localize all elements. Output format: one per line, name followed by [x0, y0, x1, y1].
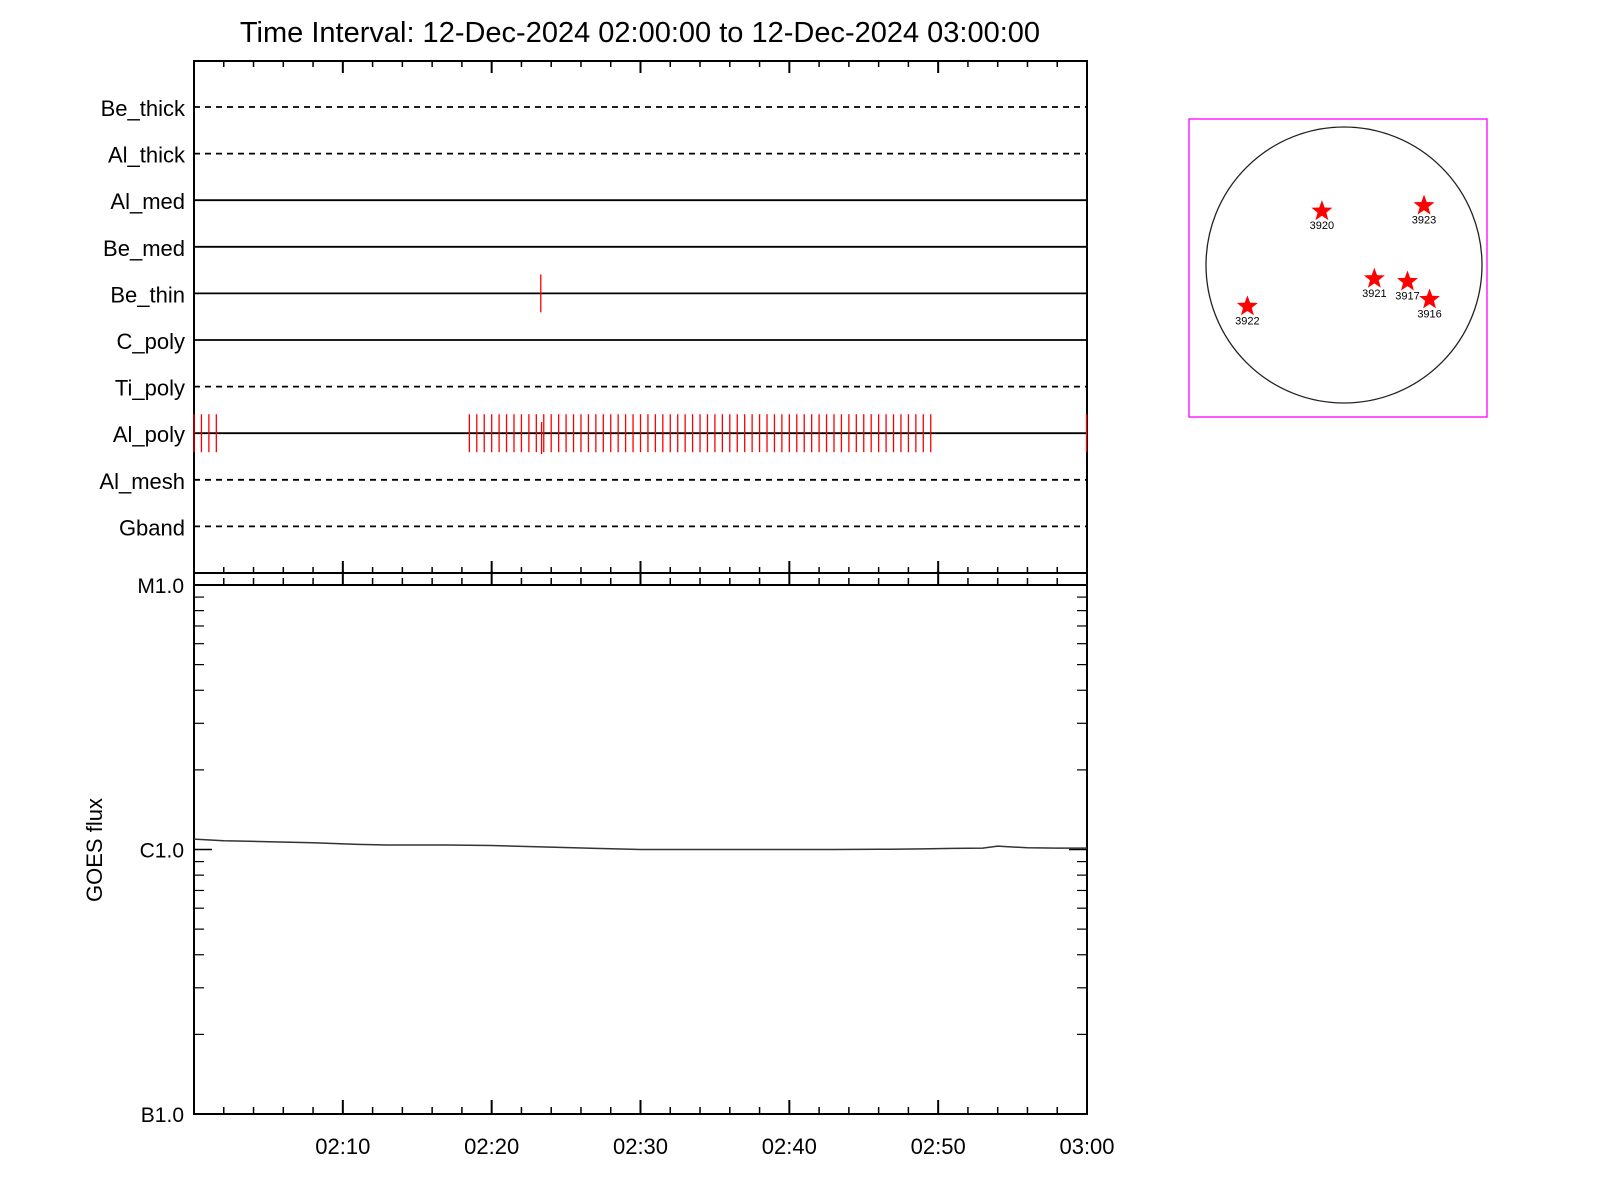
x-tick-label: 02:50 [911, 1134, 966, 1159]
disk-frame [1188, 118, 1488, 418]
active-region-label: 3916 [1417, 309, 1441, 321]
detector-timeline-panel: Be_thick Al_thick Al_med Be_med Be_thin C_pol… [99, 60, 1088, 574]
chart-title: Time Interval: 12-Dec-2024 02:00:00 to 1… [240, 17, 1040, 49]
channel-label: Ti_poly [115, 376, 185, 401]
active-region-label: 3921 [1362, 288, 1386, 300]
y-axis-label: GOES flux [82, 798, 107, 902]
channel-label: Be_thick [101, 96, 186, 121]
active-region-star [1397, 270, 1418, 291]
channel-label: Al_thick [108, 143, 186, 168]
goes-flux-panel: M1.0 C1.0 B1.0 02:10 02:20 02:30 02:40 02:50 03:… [82, 571, 1115, 1159]
channel-label: Be_med [103, 236, 185, 261]
x-tick-label: 02:10 [315, 1134, 370, 1159]
y-tick-label: C1.0 [140, 840, 184, 863]
active-region-label: 3922 [1235, 315, 1259, 327]
active-region-label: 3920 [1310, 220, 1334, 232]
timeline-frame [193, 60, 1088, 574]
x-tick-label: 03:00 [1059, 1134, 1114, 1159]
y-tick-label: B1.0 [141, 1104, 184, 1127]
x-tick-label: 02:30 [613, 1134, 668, 1159]
solar-disk-panel: 3920 3923 3921 3917 3916 3922 [1188, 118, 1488, 418]
active-region-star [1363, 267, 1385, 288]
x-tick-label: 02:40 [762, 1134, 817, 1159]
channel-label: Al_poly [113, 422, 185, 447]
goes-flux-line [193, 838, 1087, 851]
channel-label: Al_med [110, 189, 185, 214]
channel-label: Be_thin [110, 282, 185, 307]
active-region-label: 3923 [1412, 215, 1436, 227]
active-region-star [1311, 200, 1333, 221]
solar-disk [1205, 126, 1483, 404]
y-tick-label: M1.0 [137, 575, 184, 598]
active-region-star [1419, 288, 1441, 309]
channel-label: C_poly [117, 329, 185, 354]
x-tick-label: 02:20 [464, 1134, 519, 1159]
active-region-label: 3917 [1395, 291, 1419, 303]
active-region-star [1413, 194, 1435, 215]
channel-label: Al_mesh [99, 469, 185, 494]
channel-label: Gband [119, 515, 185, 540]
active-region-star [1236, 295, 1258, 316]
